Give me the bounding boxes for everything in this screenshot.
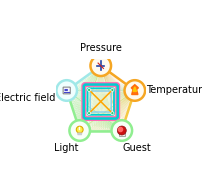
Text: Electric field: Electric field	[0, 93, 55, 103]
Circle shape	[69, 120, 89, 141]
Bar	[118, 131, 124, 136]
Circle shape	[117, 126, 126, 135]
Circle shape	[124, 80, 144, 101]
Circle shape	[87, 112, 90, 115]
FancyBboxPatch shape	[63, 87, 70, 94]
Circle shape	[56, 80, 77, 101]
Circle shape	[110, 112, 113, 115]
Polygon shape	[130, 85, 138, 94]
Text: Temperature: Temperature	[146, 85, 202, 95]
Text: Guest: Guest	[122, 143, 151, 153]
Circle shape	[110, 88, 113, 91]
Polygon shape	[77, 133, 81, 135]
Text: Pressure: Pressure	[79, 43, 121, 53]
Text: Light: Light	[54, 143, 78, 153]
Circle shape	[111, 120, 132, 141]
Circle shape	[76, 126, 83, 133]
Polygon shape	[132, 87, 136, 91]
Circle shape	[90, 55, 110, 76]
Circle shape	[87, 88, 90, 91]
